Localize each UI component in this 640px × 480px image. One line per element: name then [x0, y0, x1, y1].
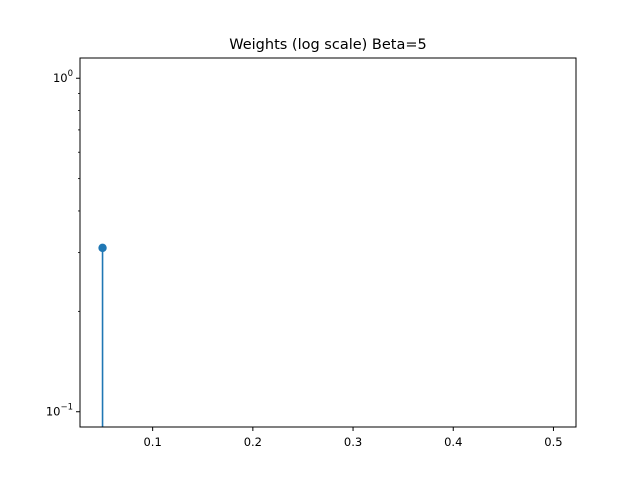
axes-frame [79, 57, 577, 428]
chart-title: Weights (log scale) Beta=5 [229, 37, 427, 53]
data-point [98, 243, 107, 253]
y-tick-label: 100 [53, 69, 73, 85]
y-tick-label: 10−1 [46, 403, 73, 419]
x-tick-label: 0.5 [544, 435, 562, 449]
x-tick-label: 0.4 [444, 435, 462, 449]
plot-area [98, 243, 107, 427]
x-axis: 0.1 0.2 0.3 0.4 0.5 [143, 427, 563, 449]
x-tick-label: 0.3 [344, 435, 362, 449]
x-tick-label: 0.2 [244, 435, 262, 449]
y-axis: 10−1 100 [46, 69, 80, 419]
x-tick-label: 0.1 [143, 435, 161, 449]
